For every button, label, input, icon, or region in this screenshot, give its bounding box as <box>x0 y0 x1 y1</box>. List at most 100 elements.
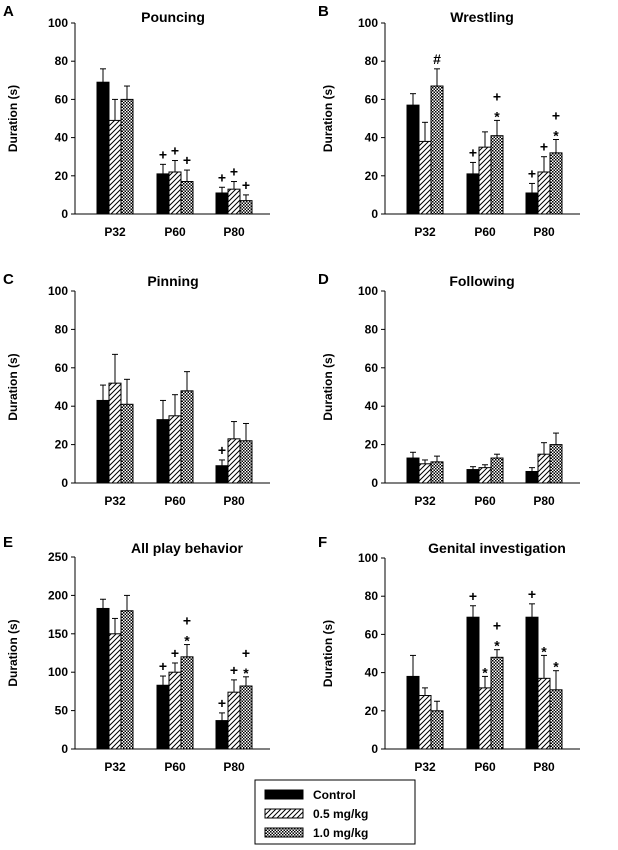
significance-marker: * <box>553 128 559 144</box>
y-tick-label: 20 <box>365 704 379 718</box>
panel-letter: F <box>318 534 327 551</box>
y-tick-label: 100 <box>358 551 378 565</box>
y-tick-label: 60 <box>365 627 379 641</box>
bar-1-0-mg-kg-p32 <box>120 403 134 484</box>
y-tick-label: 60 <box>365 361 379 375</box>
y-tick-label: 40 <box>55 399 69 413</box>
y-tick-label: 0 <box>371 476 378 490</box>
category-label: P80 <box>533 225 555 239</box>
bar-1-0-mg-kg-p60 <box>180 390 194 484</box>
bar-control-p80 <box>215 192 229 215</box>
bar-1-0-mg-kg-p80 <box>549 689 563 750</box>
bar-0-5-mg-kg-p32 <box>108 119 122 215</box>
bar-1-0-mg-kg-p60 <box>180 181 194 215</box>
y-tick-label: 100 <box>48 665 68 679</box>
significance-marker: + <box>171 645 179 661</box>
y-tick-label: 20 <box>365 169 379 183</box>
panel-letter: B <box>318 3 329 20</box>
bar-1-0-mg-kg-p60 <box>490 656 504 750</box>
significance-marker: # <box>433 51 441 67</box>
chart-panel-b: B Wrestling 0 20 40 60 80 100 Duration (s) P32 P60… <box>318 3 580 239</box>
y-tick-label: 40 <box>365 399 379 413</box>
bar-0-5-mg-kg-p32 <box>418 463 432 484</box>
significance-marker: + <box>540 139 548 155</box>
category-label: P80 <box>533 760 555 774</box>
y-tick-label: 100 <box>48 16 68 30</box>
bar-0-5-mg-kg-p80 <box>227 691 241 750</box>
y-tick-label: 50 <box>55 704 69 718</box>
significance-marker: + <box>469 144 477 160</box>
panel-letter: E <box>3 534 13 551</box>
significance-marker: + <box>528 586 536 602</box>
significance-marker: + <box>230 662 238 678</box>
significance-marker: + <box>242 177 250 193</box>
bar-1-0-mg-kg-p32 <box>120 98 134 215</box>
bar-0-5-mg-kg-p60 <box>168 171 182 215</box>
significance-marker: + <box>183 152 191 168</box>
bar-0-5-mg-kg-p32 <box>418 695 432 750</box>
y-tick-label: 20 <box>55 438 69 452</box>
bar-control-p60 <box>466 469 480 484</box>
y-tick-label: 60 <box>55 361 69 375</box>
panel-letter: A <box>3 3 14 20</box>
bar-1-0-mg-kg-p80 <box>549 444 563 484</box>
category-label: P80 <box>223 225 245 239</box>
bar-control-p60 <box>466 173 480 215</box>
y-tick-label: 80 <box>55 322 69 336</box>
y-axis-label: Duration (s) <box>6 619 20 686</box>
bar-0-5-mg-kg-p60 <box>478 467 492 484</box>
chart-panel-f: F Genital investigation 0 20 40 60 80 100 Durati… <box>318 534 580 774</box>
significance-marker: + <box>230 164 238 180</box>
bar-0-5-mg-kg-p80 <box>537 171 551 215</box>
y-tick-label: 200 <box>48 588 68 602</box>
bar-0-5-mg-kg-p60 <box>478 687 492 750</box>
significance-marker: * <box>482 664 488 680</box>
chart-panel-c: C Pinning 0 20 40 60 80 100 Duration (s) P32 P60 P8… <box>3 271 270 508</box>
bar-control-p32 <box>406 675 420 750</box>
bar-control-p80 <box>525 470 539 484</box>
category-label: P80 <box>223 760 245 774</box>
legend-label: 1.0 mg/kg <box>313 826 368 840</box>
significance-marker: + <box>493 88 501 104</box>
bar-1-0-mg-kg-p60 <box>490 135 504 215</box>
y-tick-label: 100 <box>48 284 68 298</box>
significance-marker: + <box>469 588 477 604</box>
bar-control-p32 <box>406 457 420 484</box>
panel-title: Pinning <box>147 273 198 289</box>
y-tick-label: 80 <box>365 589 379 603</box>
category-label: P80 <box>533 494 555 508</box>
bar-0-5-mg-kg-p80 <box>537 677 551 750</box>
significance-marker: + <box>183 613 191 629</box>
bar-control-p80 <box>525 616 539 750</box>
category-label: P60 <box>164 225 186 239</box>
significance-marker: + <box>493 618 501 634</box>
bar-1-0-mg-kg-p80 <box>549 152 563 215</box>
significance-marker: + <box>218 442 226 458</box>
bar-1-0-mg-kg-p32 <box>430 461 444 484</box>
significance-marker: * <box>494 638 500 654</box>
significance-marker: * <box>243 665 249 681</box>
bar-control-p80 <box>525 192 539 215</box>
y-tick-label: 40 <box>365 666 379 680</box>
bar-0-5-mg-kg-p32 <box>418 140 432 215</box>
bar-0-5-mg-kg-p80 <box>537 453 551 484</box>
category-label: P60 <box>164 494 186 508</box>
significance-marker: * <box>541 643 547 659</box>
significance-marker: + <box>218 695 226 711</box>
y-tick-label: 20 <box>365 438 379 452</box>
legend-swatch <box>264 808 304 819</box>
significance-marker: + <box>528 165 536 181</box>
panel-title: Genital investigation <box>428 540 566 556</box>
category-label: P60 <box>474 494 496 508</box>
y-tick-label: 0 <box>61 207 68 221</box>
bar-control-p80 <box>215 465 229 484</box>
bar-0-5-mg-kg-p60 <box>168 415 182 484</box>
significance-marker: * <box>184 633 190 649</box>
bar-1-0-mg-kg-p32 <box>430 85 444 215</box>
bar-1-0-mg-kg-p32 <box>430 710 444 750</box>
category-label: P32 <box>414 760 436 774</box>
y-tick-label: 0 <box>61 742 68 756</box>
y-tick-label: 80 <box>55 54 69 68</box>
y-tick-label: 0 <box>61 476 68 490</box>
bar-0-5-mg-kg-p80 <box>227 438 241 484</box>
